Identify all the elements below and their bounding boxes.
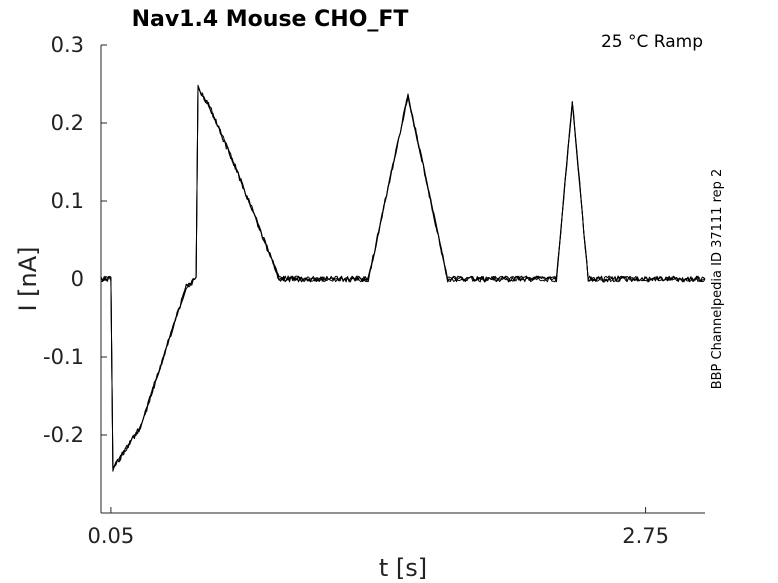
axes: 0.3 0.2 0.1 0 -0.1 -0.2 0.05 2.75 (43, 33, 705, 548)
y-tick-label: 0.3 (51, 33, 84, 57)
condition-annotation: 25 °C Ramp (601, 32, 703, 52)
y-axis-label: I [nA] (14, 246, 42, 311)
series-line (100, 84, 706, 472)
x-axis-label: t [s] (379, 554, 427, 582)
y-tick-label: -0.2 (43, 423, 84, 447)
side-note: BBP Channelpedia ID 37111 rep 2 (710, 169, 725, 390)
plot-area (100, 84, 706, 472)
x-tick-label: 2.75 (622, 524, 669, 548)
y-tick-label: 0.2 (51, 111, 84, 135)
x-tick-label: 0.05 (88, 524, 135, 548)
chart-title: Nav1.4 Mouse CHO_FT (132, 7, 409, 32)
y-tick-label: 0.1 (51, 189, 84, 213)
y-tick-label: 0 (71, 267, 84, 291)
y-tick-label: -0.1 (43, 345, 84, 369)
